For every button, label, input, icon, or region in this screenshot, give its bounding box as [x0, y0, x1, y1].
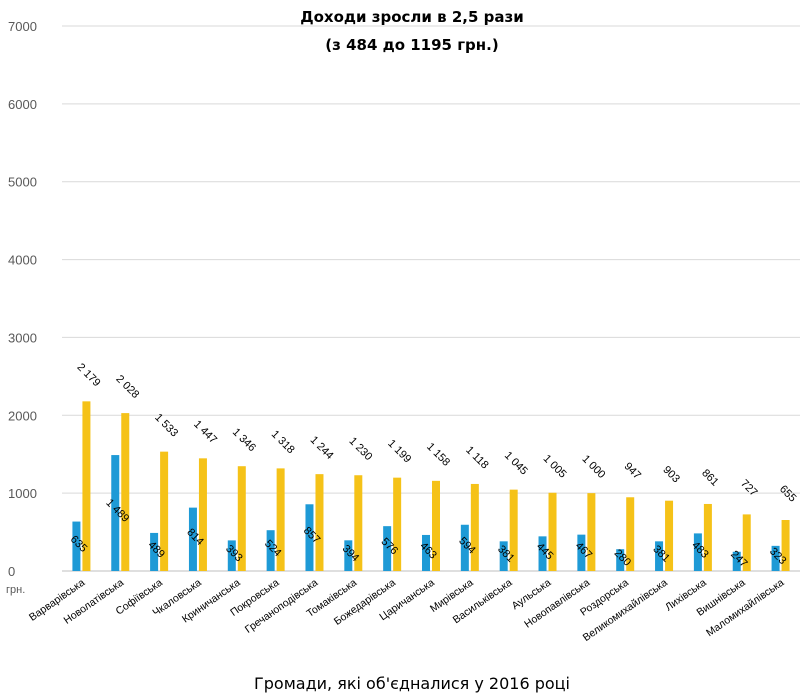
bar-series-2: [237, 466, 246, 571]
bar-series-1: [150, 532, 159, 571]
data-label-series-2: 1 447: [191, 418, 219, 446]
bar-series-2: [393, 477, 402, 571]
bar-series-1: [72, 521, 81, 571]
data-label-series-2: 903: [660, 464, 681, 485]
gridlines: [62, 25, 800, 572]
data-label-series-2: 1 230: [346, 435, 374, 463]
x-tick-label: Новопавлівська: [522, 577, 592, 631]
bars: [72, 401, 790, 571]
bar-series-2: [742, 514, 751, 571]
bar-series-2: [587, 493, 596, 571]
bar-series-2: [548, 492, 557, 571]
y-tick-label: 4000: [8, 253, 37, 268]
bar-series-1: [460, 524, 469, 571]
y-tick-label: 1000: [8, 486, 37, 501]
data-label-series-2: 1 000: [580, 453, 608, 481]
bar-series-2: [354, 475, 363, 571]
y-tick-label: 5000: [8, 175, 37, 190]
x-axis-title: Громади, які об'єдналися у 2016 році: [254, 674, 570, 693]
data-label-series-2: 861: [699, 467, 720, 488]
data-label-series-2: 2 179: [75, 361, 103, 389]
bar-series-1: [577, 534, 586, 571]
y-tick-label: 0: [8, 564, 15, 579]
data-label-series-2: 1 199: [385, 438, 413, 466]
chart-title-line-1: Доходи зросли в 2,5 рази: [300, 8, 523, 26]
bar-series-1: [344, 540, 353, 571]
bar-series-1: [188, 507, 197, 571]
data-label-series-2: 1 346: [230, 426, 258, 454]
bar-series-2: [160, 451, 169, 571]
data-label-series-2: 947: [622, 460, 643, 481]
y-axis-ticks: 0 1000 2000 3000 4000 5000 6000 7000: [8, 19, 37, 579]
bar-series-1: [616, 549, 625, 571]
data-label-series-2: 2 028: [113, 373, 141, 401]
bar-series-2: [432, 480, 440, 571]
bar-series-2: [665, 500, 674, 571]
y-tick-label: 2000: [8, 408, 37, 423]
bar-series-1: [383, 526, 392, 571]
bar-series-2: [703, 503, 712, 571]
y-tick-label: 6000: [8, 97, 37, 112]
data-label-series-2: 1 318: [269, 428, 297, 456]
bar-series-2: [82, 401, 91, 571]
unit-label: грн.: [6, 584, 25, 596]
bar-series-2: [470, 483, 479, 571]
bar-series-1: [111, 455, 120, 571]
bar-series-1: [499, 541, 508, 571]
data-label-series-2: 1 005: [541, 453, 569, 481]
bar-series-1: [266, 530, 275, 571]
bar-series-1: [693, 533, 702, 571]
data-label-series-2: 1 244: [308, 434, 336, 462]
bar-series-2: [626, 497, 635, 571]
x-axis-ticks: ВарварівськаНоволатівськаСофіївськаЧкало…: [27, 577, 786, 644]
bar-series-2: [276, 468, 285, 571]
y-tick-label: 7000: [8, 19, 37, 34]
bar-series-1: [422, 534, 430, 571]
data-label-series-2: 1 118: [463, 444, 490, 471]
data-label-series-2: 655: [777, 483, 798, 504]
data-label-series-2: 1 158: [424, 441, 452, 469]
bar-series-2: [315, 474, 324, 571]
bar-series-1: [771, 545, 780, 571]
bar-series-1: [732, 551, 741, 571]
data-label-series-2: 727: [738, 478, 759, 499]
bar-series-1: [655, 541, 664, 571]
bar-series-1: [227, 540, 236, 571]
bar-series-2: [121, 413, 130, 571]
bar-series-2: [781, 520, 790, 571]
bar-series-2: [509, 489, 518, 571]
y-tick-label: 3000: [8, 330, 37, 345]
data-label-series-2: 1 045: [502, 450, 530, 478]
bar-series-1: [305, 504, 314, 571]
bar-series-1: [538, 536, 547, 571]
chart-title-line-2: (з 484 до 1195 грн.): [325, 36, 498, 54]
bar-series-2: [198, 458, 207, 571]
